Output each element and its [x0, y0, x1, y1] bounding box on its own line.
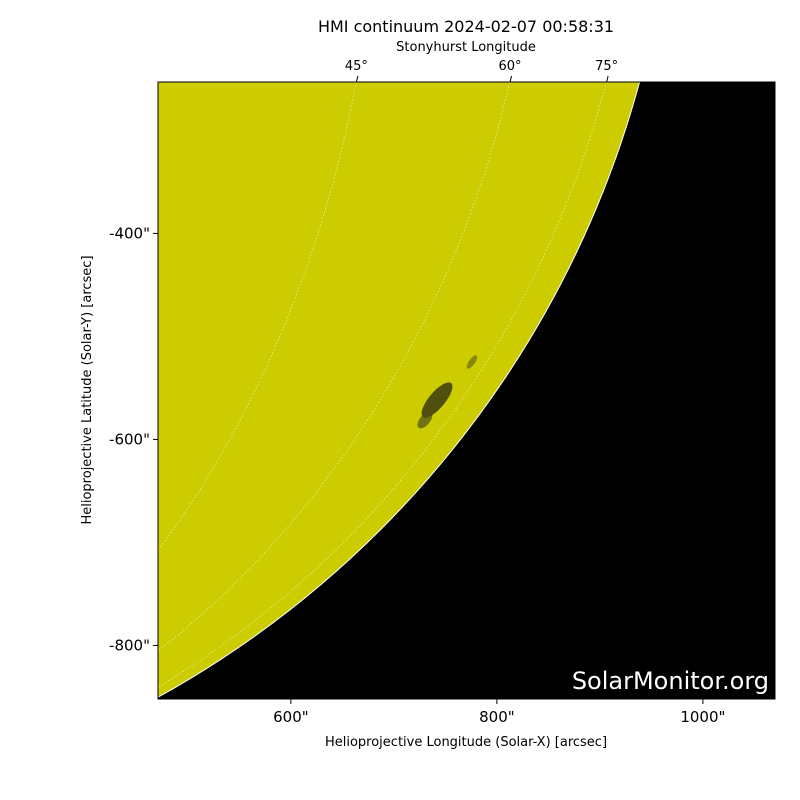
- y-tick-label: -400": [109, 224, 150, 242]
- x-tick-label: 1000": [680, 708, 725, 726]
- y-axis-label: Helioprojective Latitude (Solar-Y) [arcs…: [80, 255, 95, 524]
- penumbra: [466, 355, 478, 369]
- watermark: SolarMonitor.org: [572, 667, 769, 695]
- top-tick: [606, 75, 609, 83]
- y-tick-label: -800": [109, 636, 150, 654]
- top-tick-label: 75°: [595, 59, 618, 74]
- plot-area: [158, 82, 775, 699]
- top-tick-label: 60°: [499, 59, 522, 74]
- y-tick-label: -600": [109, 430, 150, 448]
- solar-disk: [158, 82, 640, 698]
- plot-frame: [157, 81, 776, 700]
- top-tick-label: 45°: [345, 59, 368, 74]
- top-tick: [509, 75, 513, 83]
- top-tick: [355, 75, 359, 83]
- chart-title: HMI continuum 2024-02-07 00:58:31: [318, 17, 614, 36]
- x-tick-label: 800": [479, 708, 515, 726]
- sunspot: [417, 411, 433, 429]
- x-tick-label: 600": [273, 708, 309, 726]
- top-axis-label: Stonyhurst Longitude: [396, 40, 536, 55]
- sunspot: [421, 382, 453, 418]
- x-axis-label: Helioprojective Longitude (Solar-X) [arc…: [325, 735, 607, 750]
